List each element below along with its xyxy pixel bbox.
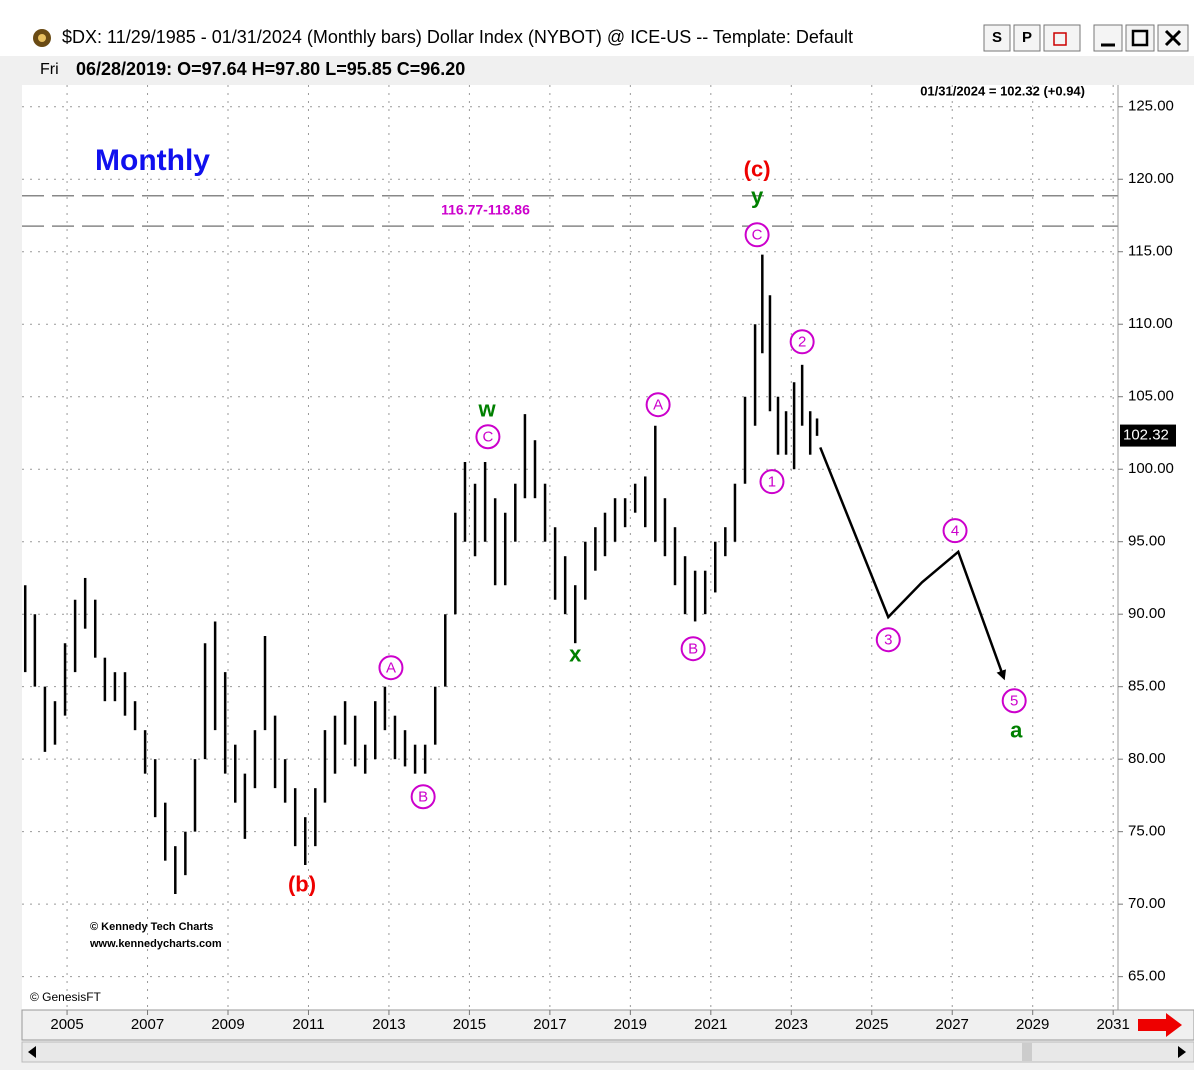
wave-circle xyxy=(475,424,501,450)
wave-label: 1 xyxy=(768,474,776,491)
info-line: 06/28/2019: O=97.64 H=97.80 L=95.85 C=96… xyxy=(76,59,465,79)
credit: © Kennedy Tech Charts xyxy=(90,921,213,933)
close-icon xyxy=(1164,29,1182,47)
wave-label: B xyxy=(418,789,428,806)
wave-circle xyxy=(378,655,404,681)
app-icon-dot xyxy=(38,34,46,42)
wave-label: A xyxy=(386,660,396,677)
wave-label: 3 xyxy=(884,632,892,649)
scroll-left[interactable] xyxy=(28,1046,36,1058)
x-tick-label: 2007 xyxy=(131,1016,164,1033)
price-axis xyxy=(1118,85,1194,1010)
wave-label: 5 xyxy=(1010,693,1018,710)
wave-circle xyxy=(645,392,671,418)
y-tick-label: 120.00 xyxy=(1128,170,1174,187)
last-price-label: 01/31/2024 = 102.32 (+0.94) xyxy=(920,83,1085,98)
minimize-button[interactable] xyxy=(1093,24,1123,52)
scroll-right[interactable] xyxy=(1178,1046,1186,1058)
y-tick-label: 75.00 xyxy=(1128,823,1166,840)
close-button[interactable] xyxy=(1157,24,1189,52)
x-tick-label: 2027 xyxy=(936,1016,969,1033)
wave-circle xyxy=(942,518,968,544)
time-axis xyxy=(21,1009,1194,1041)
last-price-box xyxy=(1120,424,1176,447)
x-tick-label: 2023 xyxy=(775,1016,808,1033)
button-s-label: S xyxy=(992,29,1002,46)
wave-label: B xyxy=(688,641,698,658)
scroll-thumb[interactable] xyxy=(1022,1043,1032,1061)
x-tick-label: 2009 xyxy=(211,1016,244,1033)
credit: www.kennedycharts.com xyxy=(89,938,222,950)
y-tick-label: 95.00 xyxy=(1128,533,1166,550)
y-tick-label: 65.00 xyxy=(1128,968,1166,985)
window-title: $DX: 11/29/1985 - 01/31/2024 (Monthly ba… xyxy=(62,27,853,47)
plot-area xyxy=(22,85,1118,1010)
y-tick-label: 70.00 xyxy=(1128,895,1166,912)
y-tick-label: 105.00 xyxy=(1128,388,1174,405)
wave-label: w xyxy=(478,397,497,422)
x-tick-label: 2021 xyxy=(694,1016,727,1033)
x-tick-label: 2013 xyxy=(372,1016,405,1033)
x-tick-label: 2029 xyxy=(1016,1016,1049,1033)
wave-circle xyxy=(875,627,901,653)
button-popout[interactable] xyxy=(1043,24,1081,52)
wave-circle xyxy=(1001,688,1027,714)
wave-label: a xyxy=(1010,717,1023,742)
wave-circle xyxy=(410,784,436,810)
info-day: Fri xyxy=(40,61,59,78)
wave-label: 2 xyxy=(798,334,806,351)
wave-label: 4 xyxy=(951,523,959,540)
y-tick-label: 115.00 xyxy=(1128,243,1173,260)
y-tick-label: 90.00 xyxy=(1128,605,1166,622)
y-tick-label: 80.00 xyxy=(1128,750,1166,767)
maximize-button[interactable] xyxy=(1125,24,1155,52)
y-tick-label: 100.00 xyxy=(1128,460,1174,477)
x-tick-label: 2017 xyxy=(533,1016,566,1033)
wave-label: (b) xyxy=(288,872,316,897)
wave-circle xyxy=(789,329,815,355)
last-price: 102.32 xyxy=(1123,427,1169,444)
maximize-icon xyxy=(1131,29,1149,47)
projection-line xyxy=(819,446,1006,681)
wave-circle xyxy=(759,469,785,495)
wave-label: x xyxy=(569,641,582,666)
y-tick-label: 125.00 xyxy=(1128,98,1174,115)
x-tick-label: 2015 xyxy=(453,1016,486,1033)
wave-label: y xyxy=(751,184,764,209)
wave-label: C xyxy=(482,429,493,446)
wave-circle xyxy=(680,636,706,662)
button-p-label: P xyxy=(1022,29,1032,46)
popout-icon xyxy=(1053,32,1067,46)
y-tick-label: 85.00 xyxy=(1128,678,1166,695)
wave-label: C xyxy=(752,227,763,244)
x-tick-label: 2005 xyxy=(50,1016,83,1033)
x-tick-label: 2019 xyxy=(614,1016,647,1033)
x-tick-label: 2011 xyxy=(292,1016,324,1033)
chart-subtitle: Monthly xyxy=(95,144,210,177)
button-s[interactable] xyxy=(983,24,1011,52)
button-p[interactable] xyxy=(1013,24,1041,52)
scroll-arrow[interactable] xyxy=(1138,1013,1182,1037)
target-label: 116.77-118.86 xyxy=(441,202,530,218)
source: © GenesisFT xyxy=(30,990,102,1004)
scrollbar[interactable] xyxy=(21,1041,1194,1063)
y-tick-label: 110.00 xyxy=(1128,315,1173,332)
wave-label: (c) xyxy=(744,156,771,181)
x-tick-label: 2031 xyxy=(1096,1016,1129,1033)
wave-circle xyxy=(744,222,770,248)
wave-label: A xyxy=(653,397,663,414)
x-tick-label: 2025 xyxy=(855,1016,888,1033)
